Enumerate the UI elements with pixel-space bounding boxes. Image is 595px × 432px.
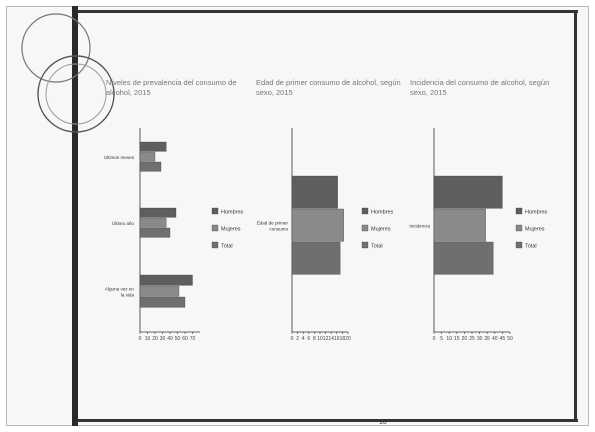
chart-3-bar-hombres (433, 175, 503, 209)
chart-1-x-tick-label: 40 (167, 336, 173, 342)
chart-1-bar-mujeres (139, 151, 156, 162)
chart-3-bar-mujeres (433, 208, 486, 242)
chart-3-x-tick-label: 40 (492, 336, 498, 342)
chart-2-legend-label-hombres: Hombres (371, 210, 394, 216)
chart-1-bar-hombres (139, 141, 167, 152)
chart-1-x-tick-label: 30 (160, 336, 166, 342)
chart-3-x-tick-label: 20 (462, 336, 468, 342)
chart-2-category-label: Edad de primer (257, 221, 289, 226)
chart-2-title: Edad de primer consumo de alcohol, según… (256, 78, 401, 97)
bottom-rule (78, 419, 578, 422)
top-rule (78, 10, 578, 13)
chart-3-x-tick-label: 45 (500, 336, 506, 342)
chart-3-category-label: Incidencia (409, 224, 430, 229)
chart-1-x-tick-label: 70 (190, 336, 196, 342)
chart-1-category-label: Último año (112, 220, 134, 226)
chart-2-x-tick-label: 8 (313, 336, 316, 342)
chart-1-x-tick-label: 10 (145, 336, 151, 342)
right-rule (574, 10, 577, 422)
page-number: 10 (379, 419, 387, 426)
chart-1-title: Niveles de prevalencia del consumo de al… (106, 78, 237, 97)
chart-3-x-tick-label: 10 (446, 336, 452, 342)
chart-3-x-tick-label: 50 (507, 336, 513, 342)
chart-2-legend-label-mujeres: Mujeres (371, 227, 391, 233)
decorative-circles (21, 13, 115, 133)
chart-1-x-tick-label: 50 (175, 336, 181, 342)
chart-3-legend-swatch-hombres (515, 207, 523, 215)
chart-2-x-tick-label: 20 (345, 336, 351, 342)
chart-1-bar-mujeres (139, 217, 167, 228)
chart-1-bar-hombres (139, 274, 193, 286)
chart-3-title: Incidencia del consumo de alcohol, según… (410, 78, 550, 97)
chart-2-bar-hombres (291, 175, 338, 209)
chart-1-x-tick-label: 20 (152, 336, 158, 342)
chart-1-legend-swatch-mujeres (211, 224, 219, 232)
chart-2-x-tick-label: 6 (307, 336, 310, 342)
chart-3-x-tick-label: 35 (484, 336, 490, 342)
chart-2-x-tick-label: 2 (296, 336, 299, 342)
chart-3-x-tick-label: 0 (433, 336, 436, 342)
chart-1-legend-swatch-hombres (211, 207, 219, 215)
chart-1-x-tick-label: 0 (139, 336, 142, 342)
chart-1-bar-hombres (139, 207, 177, 218)
chart-2-bar-mujeres (291, 208, 344, 242)
chart-3-legend-label-hombres: Hombres (525, 210, 548, 216)
chart-2-legend-swatch-mujeres (361, 224, 369, 232)
chart-2-x-tick-label: 0 (291, 336, 294, 342)
chart-3-x-tick-label: 15 (454, 336, 460, 342)
chart-2-legend-label-total: Total (371, 244, 383, 250)
left-bar (72, 6, 78, 426)
chart-1-legend-label-hombres: Hombres (221, 210, 244, 216)
chart-2-bar-total (291, 241, 341, 275)
chart-3-x-tick-label: 25 (469, 336, 475, 342)
chart-3-legend-swatch-mujeres (515, 224, 523, 232)
chart-3-legend-swatch-total (515, 241, 523, 249)
chart-2-x-tick-label: 12 (323, 336, 329, 342)
chart-3-bar-total (433, 241, 494, 275)
chart-2-legend-swatch-total (361, 241, 369, 249)
chart-1-bar-total (139, 296, 186, 308)
chart-1-category-label: Últimos meses (104, 154, 135, 160)
chart-2-x-tick-label: 10 (317, 336, 323, 342)
chart-2-x-tick-label: 4 (302, 336, 305, 342)
chart-1-bar-mujeres (139, 285, 180, 297)
chart-2-x-tick-label: 18 (340, 336, 346, 342)
chart-1-category-label: Alguna vez en (105, 287, 135, 292)
chart-2-x-tick-label: 16 (334, 336, 340, 342)
chart-1-x-tick-label: 60 (182, 336, 188, 342)
chart-1-legend-label-mujeres: Mujeres (221, 227, 241, 233)
chart-1-legend-label-total: Total (221, 244, 233, 250)
chart-3-x-tick-label: 5 (440, 336, 443, 342)
chart-1-bar-total (139, 227, 171, 238)
chart-3-legend-label-mujeres: Mujeres (525, 227, 545, 233)
chart-1-category-label: la vida (121, 293, 135, 298)
chart-2-x-tick-label: 14 (328, 336, 334, 342)
chart-3-legend-label-total: Total (525, 244, 537, 250)
chart-1-bar-total (139, 161, 162, 172)
chart-1-legend-swatch-total (211, 241, 219, 249)
chart-3-x-tick-label: 30 (477, 336, 483, 342)
chart-2-legend-swatch-hombres (361, 207, 369, 215)
chart-2-category-label: consumo (269, 227, 288, 232)
